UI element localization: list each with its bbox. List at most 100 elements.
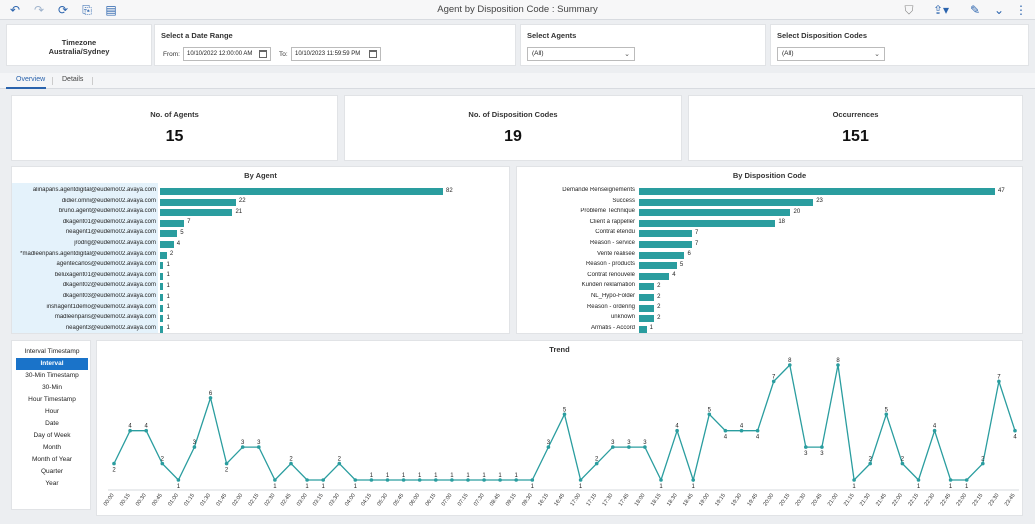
trend-point[interactable] xyxy=(450,478,454,482)
trend-point[interactable] xyxy=(128,428,132,433)
trend-point[interactable] xyxy=(659,478,663,482)
trend-point[interactable] xyxy=(691,478,695,482)
trend-point[interactable] xyxy=(916,478,921,482)
trend-point[interactable] xyxy=(594,461,599,466)
trend-point[interactable] xyxy=(160,461,165,466)
tab-overview[interactable]: Overview xyxy=(16,76,46,83)
trend-point[interactable] xyxy=(562,412,567,417)
trend-point[interactable] xyxy=(852,478,856,482)
agent-bar[interactable] xyxy=(160,209,233,217)
export-icon[interactable]: ⎘ xyxy=(82,3,92,17)
granularity-option[interactable]: Month of Year xyxy=(31,456,73,463)
disposition-bar[interactable] xyxy=(639,272,670,280)
tab-details[interactable]: Details xyxy=(62,76,84,83)
trend-point[interactable] xyxy=(257,445,261,449)
granularity-option[interactable]: Hour xyxy=(44,408,60,415)
disposition-bar[interactable] xyxy=(639,188,995,195)
agent-bar[interactable] xyxy=(160,230,178,238)
trend-point[interactable] xyxy=(385,478,390,482)
granularity-option[interactable]: Date xyxy=(45,420,59,427)
agent-bar[interactable] xyxy=(160,325,164,333)
agent-bar[interactable] xyxy=(160,262,164,270)
trend-point[interactable] xyxy=(739,428,744,433)
disposition-bar[interactable] xyxy=(639,325,647,333)
trend-point[interactable] xyxy=(337,461,342,466)
trend-point[interactable] xyxy=(498,478,502,482)
to-date-input[interactable]: 10/10/2023 11:59:59 PM xyxy=(291,47,381,61)
granularity-option[interactable]: Day of Week xyxy=(33,432,71,439)
agent-bar[interactable] xyxy=(160,294,164,301)
agent-bar[interactable] xyxy=(160,198,236,206)
granularity-option[interactable]: Interval xyxy=(16,358,88,370)
granularity-option[interactable]: Quarter xyxy=(40,468,64,475)
trend-point[interactable] xyxy=(964,478,969,482)
calendar-icon[interactable] xyxy=(259,50,267,58)
agent-bar[interactable] xyxy=(160,315,164,323)
trend-point[interactable] xyxy=(788,363,792,367)
filter-icon[interactable]: ⛉ xyxy=(904,3,914,17)
trend-point[interactable] xyxy=(144,428,148,433)
disposition-bar[interactable] xyxy=(639,294,655,301)
trend-point[interactable] xyxy=(466,478,470,482)
trend-point[interactable] xyxy=(401,478,406,482)
trend-point[interactable] xyxy=(755,428,760,433)
trend-point[interactable] xyxy=(997,379,1001,384)
disposition-bar[interactable] xyxy=(639,251,685,259)
disposition-bar[interactable] xyxy=(639,241,693,248)
trend-point[interactable] xyxy=(1013,428,1017,433)
trend-point[interactable] xyxy=(305,478,309,482)
disposition-bar[interactable] xyxy=(639,198,814,206)
granularity-option[interactable]: Hour Timestamp xyxy=(28,396,76,403)
granularity-option[interactable]: 30-Min Timestamp xyxy=(25,372,79,379)
trend-point[interactable] xyxy=(240,445,245,449)
agent-bar[interactable] xyxy=(160,241,174,248)
notes-icon[interactable]: ▤ xyxy=(105,3,117,17)
trend-point[interactable] xyxy=(208,396,213,400)
trend-point[interactable] xyxy=(112,461,116,466)
trend-point[interactable] xyxy=(434,478,438,482)
trend-point[interactable] xyxy=(836,363,840,367)
trend-point[interactable] xyxy=(176,478,181,482)
trend-point[interactable] xyxy=(417,478,422,482)
trend-point[interactable] xyxy=(627,445,631,449)
trend-point[interactable] xyxy=(546,445,551,449)
collapse-icon[interactable]: ⌄ xyxy=(993,3,1005,17)
more-icon[interactable]: ⋮ xyxy=(1015,3,1027,17)
undo-icon[interactable]: ↶ xyxy=(9,3,21,17)
disposition-bar[interactable] xyxy=(639,262,677,270)
refresh-icon[interactable]: ⟳ xyxy=(57,3,69,17)
edit-icon[interactable]: ✎ xyxy=(969,3,981,17)
disposition-select[interactable]: (All) ⌄ xyxy=(777,47,885,61)
trend-point[interactable] xyxy=(192,445,197,449)
agent-bar[interactable] xyxy=(160,188,443,195)
agent-bar[interactable] xyxy=(160,283,164,291)
granularity-option[interactable]: 30-Min xyxy=(42,384,62,391)
trend-point[interactable] xyxy=(804,445,808,449)
granularity-option[interactable]: Month xyxy=(42,444,62,451)
granularity-option[interactable]: Interval Timestamp xyxy=(24,348,80,355)
agent-bar[interactable] xyxy=(160,272,164,280)
agent-bar[interactable] xyxy=(160,219,185,227)
agents-select[interactable]: (All) ⌄ xyxy=(527,47,635,61)
trend-point[interactable] xyxy=(948,478,953,482)
trend-point[interactable] xyxy=(289,461,293,466)
trend-point[interactable] xyxy=(369,478,374,482)
trend-point[interactable] xyxy=(482,478,486,482)
from-date-input[interactable]: 10/10/2022 12:00:00 AM xyxy=(183,47,271,61)
disposition-bar[interactable] xyxy=(639,304,655,312)
trend-point[interactable] xyxy=(321,478,325,482)
trend-point[interactable] xyxy=(707,412,712,417)
trend-point[interactable] xyxy=(578,478,583,482)
trend-point[interactable] xyxy=(884,412,889,417)
trend-point[interactable] xyxy=(514,478,518,482)
disposition-bar[interactable] xyxy=(639,219,776,227)
granularity-option[interactable]: Year xyxy=(45,480,59,487)
trend-point[interactable] xyxy=(224,461,229,466)
trend-point[interactable] xyxy=(981,461,985,466)
share-icon[interactable]: ⇪▾ xyxy=(932,3,950,17)
disposition-bar[interactable] xyxy=(639,209,791,217)
trend-point[interactable] xyxy=(353,478,358,482)
trend-point[interactable] xyxy=(900,461,905,466)
trend-point[interactable] xyxy=(932,428,937,433)
agent-bar[interactable] xyxy=(160,304,164,312)
